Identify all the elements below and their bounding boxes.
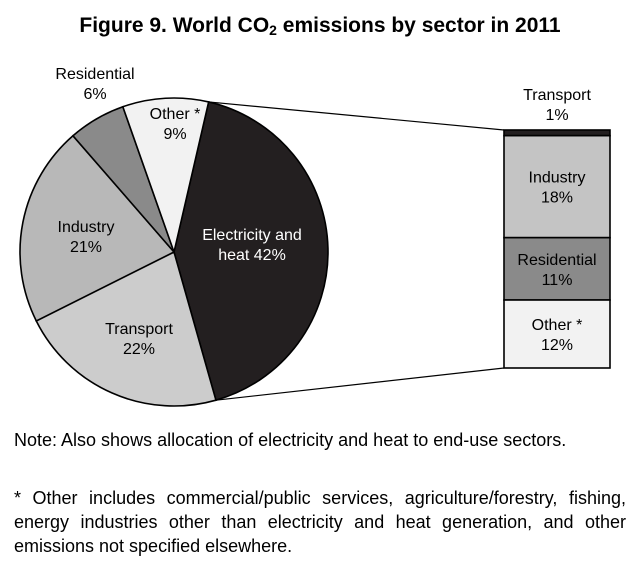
bar-label-residential: Residential 11%: [517, 252, 596, 289]
pie-label-other: Other * 9%: [150, 106, 201, 143]
bar-segment-transport: [503, 129, 611, 137]
bar-segment-industry: [503, 134, 611, 239]
title-prefix: Figure 9. World CO: [79, 14, 270, 37]
title-suffix: emissions by sector in 2011: [276, 14, 561, 37]
pie-slice-electricity-and-heat: [173, 100, 329, 402]
bar-segment-residential: [503, 236, 611, 301]
pie-slice-transport: [35, 250, 217, 407]
pie-label-electricity-and-heat: Electricity and heat 42%: [202, 227, 302, 264]
pie-slice-other: [121, 97, 210, 255]
title-subscript: 2: [269, 22, 277, 38]
chart-title: Figure 9. World CO2 emissions by sector …: [0, 14, 640, 38]
pie-label-transport: Transport 22%: [105, 321, 173, 358]
connector-line-top: [208, 101, 505, 131]
pie-slice-industry: [19, 134, 176, 323]
stacked-bar: Transport 1% Industry 18% Residential 11% Othe…: [503, 87, 611, 369]
bar-label-other: Other * 12%: [532, 317, 583, 354]
note-text: Note: Also shows allocation of electrici…: [14, 430, 567, 450]
connector-lines: [208, 101, 505, 401]
pie-label-industry: Industry 21%: [58, 219, 115, 256]
chart-canvas: Electricity and heat 42% Transport 22% Indus…: [19, 66, 611, 407]
pie-label-residential: Residential 6%: [55, 66, 134, 103]
connector-line-bottom: [215, 367, 505, 401]
bar-segment-other: [503, 299, 611, 369]
pie-chart: Electricity and heat 42% Transport 22% Indus…: [19, 66, 329, 407]
footnote-text: * Other includes commercial/public servi…: [14, 488, 626, 556]
bar-label-industry: Industry 18%: [529, 170, 586, 207]
bar-label-transport: Transport 1%: [523, 87, 591, 124]
